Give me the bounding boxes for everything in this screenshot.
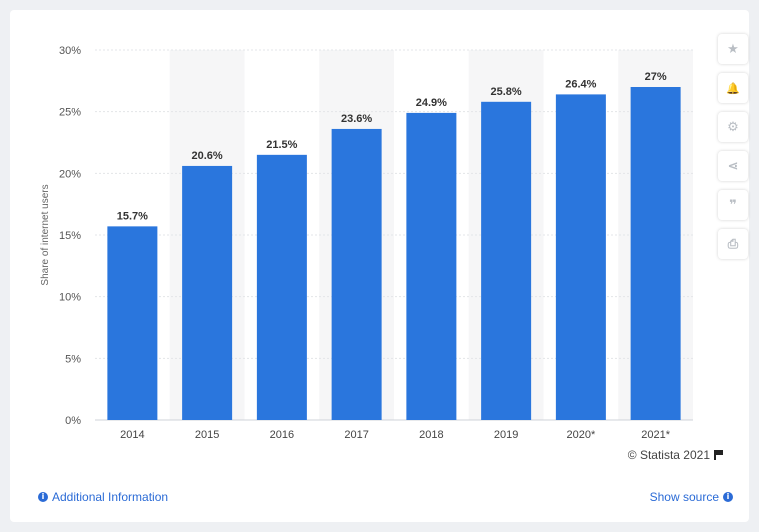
credit-text: © Statista 2021 (627, 448, 710, 462)
bar (630, 87, 681, 420)
bar (555, 94, 606, 421)
y-axis-label: Share of internet users (40, 184, 51, 285)
gear-icon: ⚙ (727, 119, 739, 135)
y-tick-label: 25% (59, 107, 81, 119)
data-label: 26.4% (565, 78, 596, 90)
x-tick-label: 2021* (641, 429, 670, 441)
quote-icon: ❞ (729, 197, 737, 213)
x-tick-label: 2015 (195, 429, 219, 441)
bell-icon: 🔔 (726, 81, 740, 95)
share-button[interactable]: ⋖ (718, 151, 748, 181)
chart-toolbar: ★ 🔔 ⚙ ⋖ ❞ ⎙ (718, 34, 748, 268)
bar (107, 226, 158, 420)
star-icon: ★ (727, 41, 739, 57)
cite-button[interactable]: ❞ (718, 190, 748, 220)
data-label: 27% (645, 71, 667, 83)
bar-chart: 0% 5% 10% 15% 20% 25% 30% 15.7% 2014 20.6% 2015 21.… (40, 45, 693, 441)
y-tick-label: 5% (65, 353, 81, 365)
x-tick-label: 2019 (494, 429, 518, 441)
bar (182, 165, 233, 420)
y-tick-label: 30% (59, 45, 81, 57)
y-tick-label: 20% (59, 168, 81, 180)
bar (481, 101, 532, 421)
y-tick-label: 10% (59, 292, 81, 304)
data-label: 20.6% (192, 150, 223, 162)
x-tick-label: 2017 (344, 429, 368, 441)
x-tick-label: 2016 (270, 429, 294, 441)
info-icon: i (723, 492, 733, 502)
bar (331, 128, 382, 420)
additional-information-link[interactable]: i Additional Information (38, 490, 168, 504)
data-label: 24.9% (416, 97, 447, 109)
settings-button[interactable]: ⚙ (718, 112, 748, 142)
share-icon: ⋖ (727, 158, 739, 174)
chart-card: 0% 5% 10% 15% 20% 25% 30% 15.7% 2014 20.6% 2015 21.… (10, 10, 749, 522)
bar (256, 154, 307, 421)
data-label: 23.6% (341, 113, 372, 125)
print-icon: ⎙ (727, 236, 739, 252)
print-button[interactable]: ⎙ (718, 229, 748, 259)
data-label: 25.8% (491, 86, 522, 98)
data-label: 21.5% (266, 139, 297, 151)
favorite-button[interactable]: ★ (718, 34, 748, 64)
info-icon: i (38, 492, 48, 502)
x-tick-label: 2020* (566, 429, 595, 441)
x-tick-label: 2018 (419, 429, 443, 441)
y-tick-label: 0% (65, 415, 81, 427)
notification-button[interactable]: 🔔 (718, 73, 748, 103)
show-source-label: Show source (649, 490, 719, 504)
data-label: 15.7% (117, 210, 148, 222)
y-tick-label: 15% (59, 230, 81, 242)
flag-icon (714, 450, 723, 460)
show-source-link[interactable]: Show source i (650, 490, 733, 504)
statista-credit[interactable]: © Statista 2021 (628, 448, 723, 462)
additional-information-label: Additional Information (52, 490, 169, 504)
x-tick-label: 2014 (120, 429, 144, 441)
bar (406, 112, 457, 421)
